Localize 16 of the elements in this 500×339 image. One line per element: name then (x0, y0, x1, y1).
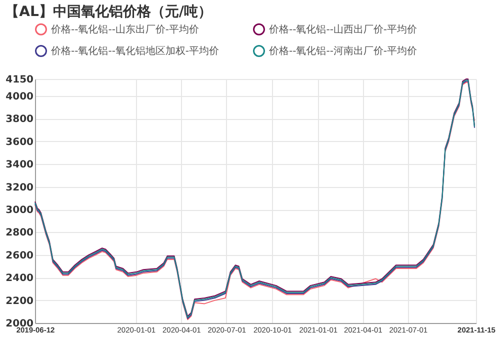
legend-label: 价格--氧化铝--山东出厂价-平均价 (50, 23, 200, 36)
y-tick-label: 4000 (6, 92, 34, 103)
y-tick-label: 2800 (6, 228, 34, 239)
y-tick-label: 3400 (6, 160, 34, 171)
y-tick-label: 3800 (6, 114, 34, 126)
legend-label: 价格--氧化铝--山西出厂价-平均价 (268, 23, 418, 36)
y-tick-label: 4150 (6, 74, 34, 86)
legend-label: 价格--氧化铝--河南出厂价-平均价 (268, 45, 418, 57)
y-tick-label: 2600 (6, 250, 34, 262)
legend-label: 价格--氧化铝--氧化铝地区加权-平均价 (50, 45, 220, 57)
y-tick-label: 2400 (6, 273, 34, 284)
chart-title: 【AL】中国氧化铝价格（元/吨） (5, 4, 212, 20)
y-tick-label: 2200 (6, 296, 34, 307)
y-tick-label: 3000 (6, 205, 34, 216)
y-tick-label: 3600 (6, 136, 34, 148)
y-tick-label: 3200 (6, 182, 34, 194)
